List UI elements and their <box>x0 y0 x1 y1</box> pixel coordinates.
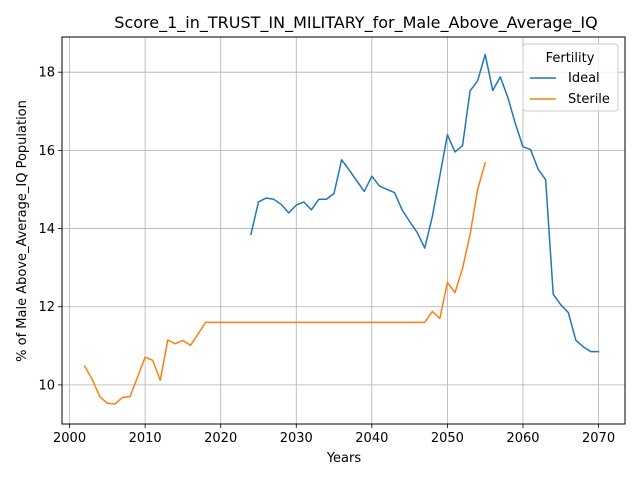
series-line-sterile <box>83 161 487 405</box>
y-axis-label: % of Male Above_Average_IQ Population <box>15 100 30 362</box>
series-lines <box>83 53 600 405</box>
x-tick-label: 2040 <box>355 431 388 446</box>
y-tick-label: 10 <box>38 378 55 393</box>
x-axis-ticks: 2000 2010 2020 2030 2040 2050 2060 2070 <box>53 424 615 446</box>
x-tick-label: 2070 <box>582 431 615 446</box>
x-tick-label: 2030 <box>280 431 313 446</box>
x-tick-label: 2000 <box>53 431 86 446</box>
y-tick-label: 14 <box>38 222 55 237</box>
plot-frame <box>61 36 626 425</box>
legend-title: Fertility <box>546 51 595 66</box>
y-axis-ticks: 10 12 14 16 18 <box>38 66 62 393</box>
legend: Fertility Ideal Sterile <box>522 43 619 112</box>
legend-label-sterile: Sterile <box>568 92 610 107</box>
chart-title: Score_1_in_TRUST_IN_MILITARY_for_Male_Ab… <box>114 13 597 33</box>
legend-box <box>522 43 619 112</box>
x-tick-label: 2060 <box>506 431 539 446</box>
x-axis-label: Years <box>326 451 362 466</box>
y-tick-label: 16 <box>38 144 55 159</box>
y-tick-label: 18 <box>38 66 55 81</box>
x-tick-label: 2020 <box>204 431 237 446</box>
legend-label-ideal: Ideal <box>568 71 600 86</box>
series-line-ideal <box>250 53 600 353</box>
x-tick-label: 2050 <box>431 431 464 446</box>
x-tick-label: 2010 <box>129 431 162 446</box>
y-tick-label: 12 <box>38 300 55 315</box>
